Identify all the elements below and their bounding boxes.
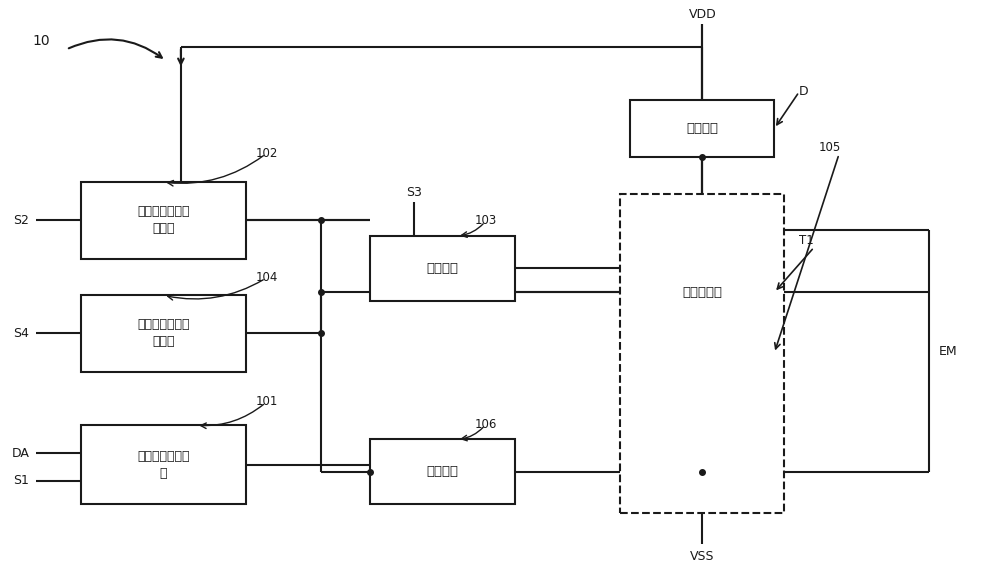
Text: 101: 101: [256, 395, 278, 408]
FancyBboxPatch shape: [81, 182, 246, 258]
FancyBboxPatch shape: [81, 295, 246, 371]
Text: S3: S3: [406, 186, 422, 199]
FancyBboxPatch shape: [630, 440, 774, 504]
Text: 存储模块: 存储模块: [427, 465, 459, 478]
FancyBboxPatch shape: [370, 440, 515, 504]
Text: 发光器件: 发光器件: [686, 122, 718, 135]
Text: D: D: [799, 85, 809, 98]
Text: S4: S4: [13, 327, 29, 340]
Text: 补偿模块: 补偿模块: [427, 262, 459, 275]
FancyBboxPatch shape: [370, 236, 515, 301]
FancyBboxPatch shape: [81, 425, 246, 504]
Text: 驱动晶体管: 驱动晶体管: [682, 286, 722, 299]
Text: 10: 10: [32, 34, 50, 48]
Text: 数据信号写入模
块: 数据信号写入模 块: [137, 450, 190, 480]
Text: 102: 102: [256, 147, 278, 160]
FancyBboxPatch shape: [620, 194, 784, 513]
Text: 第二电源信号写
入模块: 第二电源信号写 入模块: [137, 319, 190, 348]
Text: 105: 105: [819, 141, 841, 154]
Text: S2: S2: [13, 214, 29, 227]
FancyBboxPatch shape: [630, 101, 774, 157]
Text: 104: 104: [256, 271, 278, 284]
Text: 103: 103: [475, 215, 497, 227]
Text: VSS: VSS: [690, 550, 715, 563]
Text: VDD: VDD: [689, 8, 716, 21]
Text: DA: DA: [11, 446, 29, 460]
Text: T1: T1: [799, 234, 814, 247]
Text: 106: 106: [475, 418, 497, 431]
Text: S1: S1: [13, 474, 29, 487]
Text: 第一电源信号写
入模块: 第一电源信号写 入模块: [137, 206, 190, 235]
FancyBboxPatch shape: [630, 202, 774, 258]
Text: EM: EM: [939, 345, 957, 358]
FancyBboxPatch shape: [630, 264, 774, 321]
